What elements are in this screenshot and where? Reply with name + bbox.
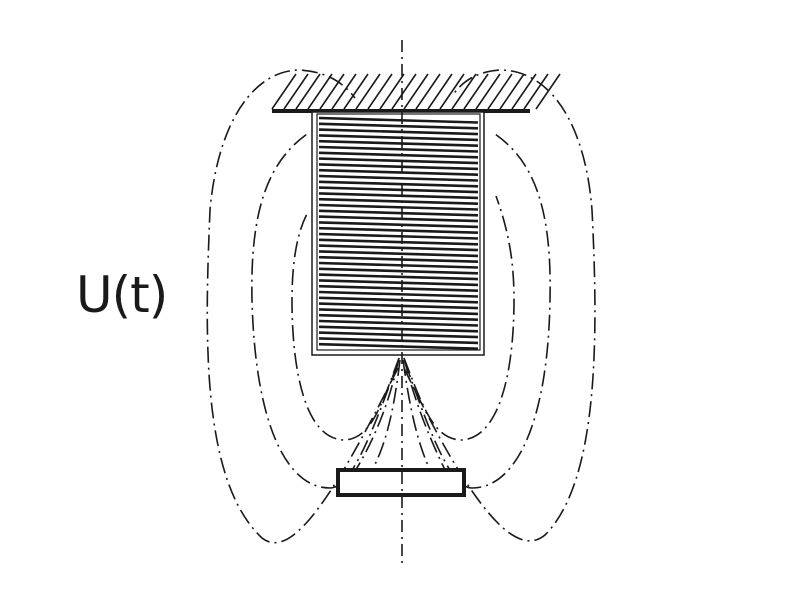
hatch-line xyxy=(355,73,381,110)
voltage-label: U(t) xyxy=(76,266,168,324)
field-line-inner-right xyxy=(403,195,515,441)
winding-line xyxy=(318,325,479,333)
field-line-plate-right xyxy=(403,357,449,477)
winding-line xyxy=(318,203,479,211)
winding-line xyxy=(318,238,479,246)
winding-line xyxy=(318,151,479,159)
winding-line xyxy=(318,145,479,153)
hatch-line xyxy=(427,73,453,110)
coil-inner-frame xyxy=(316,113,481,351)
hatch-line xyxy=(331,73,357,110)
hatch-line xyxy=(271,73,297,110)
winding-line xyxy=(318,168,479,176)
winding-line xyxy=(318,279,479,287)
winding-line xyxy=(318,284,479,292)
winding-line xyxy=(318,232,479,240)
winding-line xyxy=(318,337,479,345)
winding-line xyxy=(318,180,479,188)
hatched-support xyxy=(271,73,561,113)
hatch-line xyxy=(475,73,501,110)
field-lines xyxy=(206,69,596,544)
field-line-middle-right xyxy=(404,131,551,489)
field-line-plate-right-2 xyxy=(402,359,433,475)
hatch-line xyxy=(463,73,489,110)
winding-line xyxy=(318,302,479,310)
winding-line xyxy=(318,342,479,350)
hatch-line xyxy=(511,73,537,110)
field-line-plate-left-2 xyxy=(369,359,401,475)
field-line-middle-left xyxy=(251,131,399,489)
winding-line xyxy=(318,244,479,252)
winding-line xyxy=(318,313,479,321)
hatch-line xyxy=(535,73,561,110)
winding-line xyxy=(318,174,479,182)
hatch-line xyxy=(283,73,309,110)
field-line-outer-right xyxy=(403,69,596,542)
hatch-line xyxy=(319,73,345,110)
winding-line xyxy=(318,250,479,258)
coil xyxy=(311,111,485,356)
winding-line xyxy=(318,267,479,275)
hatch-line xyxy=(307,73,333,110)
winding-line xyxy=(318,139,479,147)
hatch-line xyxy=(499,73,525,110)
winding-line xyxy=(318,319,479,327)
winding-line xyxy=(318,116,479,124)
winding-line xyxy=(318,331,479,339)
winding-line xyxy=(318,197,479,205)
hatch-line xyxy=(439,73,465,110)
field-line-inner-left xyxy=(291,211,400,441)
coil-windings xyxy=(318,116,479,350)
winding-line xyxy=(318,186,479,194)
winding-line xyxy=(318,134,479,142)
hatch-line xyxy=(295,73,321,110)
winding-line xyxy=(318,221,479,229)
winding-line xyxy=(318,215,479,223)
field-line-plate-left xyxy=(351,357,400,477)
hatch-line xyxy=(403,73,429,110)
hatch-line xyxy=(391,73,417,110)
winding-line xyxy=(318,128,479,136)
winding-line xyxy=(318,226,479,234)
armature-plate xyxy=(336,468,466,497)
winding-line xyxy=(318,273,479,281)
winding-line xyxy=(318,261,479,269)
winding-line xyxy=(318,192,479,200)
winding-line xyxy=(318,209,479,217)
hatch-line xyxy=(367,73,393,110)
winding-line xyxy=(318,296,479,304)
hatch-line xyxy=(379,73,405,110)
hatch-line xyxy=(451,73,477,110)
winding-line xyxy=(318,255,479,263)
hatch-line xyxy=(415,73,441,110)
winding-line xyxy=(318,122,479,130)
winding-line xyxy=(318,308,479,316)
hatch-line xyxy=(523,73,549,110)
winding-line xyxy=(318,163,479,171)
hatch-line xyxy=(343,73,369,110)
hatch-line xyxy=(487,73,513,110)
winding-line xyxy=(318,157,479,165)
winding-line xyxy=(318,290,479,298)
